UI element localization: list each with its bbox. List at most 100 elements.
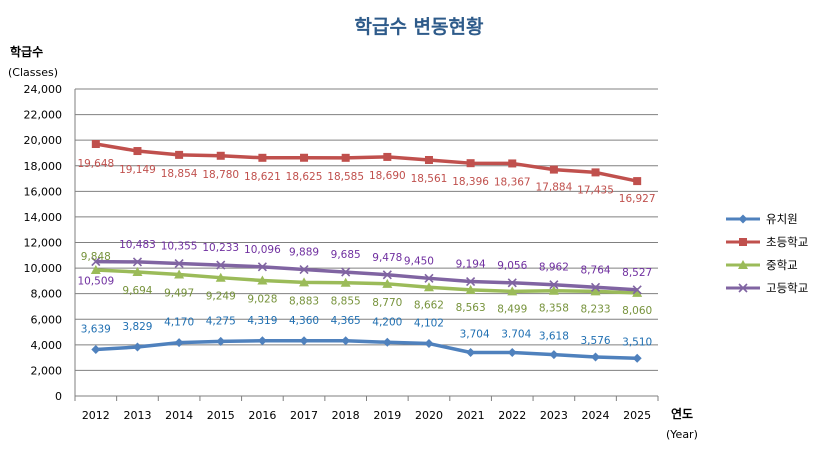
y-tick-label: 6,000 bbox=[31, 313, 63, 326]
kindergarten-data-label: 3,829 bbox=[122, 321, 152, 333]
high-school-point bbox=[174, 258, 184, 269]
middle-school-point bbox=[632, 287, 643, 297]
elementary-data-label: 18,396 bbox=[452, 176, 489, 188]
x-axis-unit: (Year) bbox=[666, 428, 698, 441]
high-school-point bbox=[91, 257, 101, 267]
middle-school-data-label: 9,694 bbox=[122, 285, 152, 297]
elementary-point bbox=[133, 147, 142, 156]
kindergarten-line bbox=[95, 339, 638, 361]
middle-school-point bbox=[132, 266, 143, 276]
y-axis-title: 학급수 bbox=[10, 44, 43, 59]
kindergarten-data-label: 3,618 bbox=[539, 331, 569, 343]
kindergarten-point bbox=[632, 353, 642, 363]
elementary-data-label: 18,621 bbox=[244, 171, 281, 183]
legend-label: 초등학교 bbox=[766, 235, 808, 249]
kindergarten-point bbox=[341, 336, 351, 346]
data-labels: 3,639 3,829 4,170 4,275 4,319 4,360 4,365 4,200… bbox=[77, 158, 655, 348]
kindergarten-point bbox=[132, 342, 142, 352]
x-tick-label: 2012 bbox=[82, 409, 110, 422]
legend-label: 고등학교 bbox=[766, 281, 808, 295]
y-tick-label: 0 bbox=[55, 390, 62, 403]
kindergarten-point bbox=[466, 348, 476, 358]
high-school-data-label: 10,483 bbox=[119, 239, 156, 251]
x-marker-stroke bbox=[382, 270, 392, 280]
y-tick-label: 22,000 bbox=[24, 109, 63, 122]
elementary-data-label: 18,585 bbox=[327, 171, 364, 183]
high-school-data-label: 9,478 bbox=[372, 252, 402, 264]
elementary-data-label: 17,435 bbox=[577, 184, 614, 196]
elementary-point bbox=[508, 159, 517, 168]
elementary-line bbox=[95, 142, 638, 183]
x-tick-label: 2022 bbox=[498, 409, 526, 422]
x-tick-label: 2016 bbox=[248, 409, 276, 422]
high-school-point bbox=[216, 260, 226, 270]
elementary-point bbox=[175, 150, 184, 159]
x-marker-stroke bbox=[549, 280, 559, 290]
y-tick-label: 14,000 bbox=[24, 211, 63, 224]
middle-school-data-label: 8,060 bbox=[622, 305, 652, 317]
y-tick-label: 8,000 bbox=[31, 288, 63, 301]
x-tick-label: 2019 bbox=[373, 409, 401, 422]
middle-school-point bbox=[423, 282, 434, 292]
middle-school-data-label: 9,848 bbox=[81, 251, 111, 263]
middle-school-data-label: 9,249 bbox=[206, 291, 236, 303]
legend-item-elementary: 초등학교 bbox=[726, 235, 808, 249]
x-tick-label: 2018 bbox=[332, 409, 360, 422]
high-school-line bbox=[95, 259, 638, 292]
kindergarten-point bbox=[507, 348, 517, 358]
legend-item-high-school: 고등학교 bbox=[726, 281, 808, 295]
elementary-data-label: 18,625 bbox=[286, 171, 323, 183]
x-marker-stroke bbox=[91, 257, 101, 267]
x-marker-stroke bbox=[424, 273, 434, 283]
kindergarten-point bbox=[299, 336, 309, 346]
x-tick-label: 2014 bbox=[165, 409, 193, 422]
elementary-data-label: 18,690 bbox=[369, 170, 406, 182]
high-school-point bbox=[382, 270, 392, 280]
high-school-data-label: 8,527 bbox=[622, 267, 652, 279]
high-school-point bbox=[132, 257, 143, 267]
middle-school-data-label: 8,883 bbox=[289, 295, 319, 307]
x-marker-stroke bbox=[174, 258, 184, 269]
y-tick-label: 10,000 bbox=[24, 262, 63, 275]
elementary-point bbox=[216, 151, 225, 160]
kindergarten-data-label: 4,275 bbox=[206, 315, 236, 327]
legend-kindergarten-point bbox=[738, 214, 748, 224]
x-tick-label: 2017 bbox=[290, 409, 318, 422]
high-school-data-label: 10,355 bbox=[161, 241, 198, 253]
series-group bbox=[90, 140, 643, 363]
legend-high-school-point bbox=[738, 283, 748, 293]
kindergarten-point bbox=[591, 352, 601, 362]
legend-label: 유치원 bbox=[766, 212, 798, 226]
middle-school-data-label: 9,497 bbox=[164, 288, 194, 300]
middle-school-point bbox=[507, 286, 518, 296]
high-school-data-label: 9,685 bbox=[331, 249, 361, 261]
y-tick-label: 16,000 bbox=[24, 185, 63, 198]
elementary-data-label: 18,561 bbox=[411, 173, 448, 185]
chart-title: 학급수 변동현황 bbox=[355, 15, 484, 38]
kindergarten-data-label: 4,102 bbox=[414, 318, 444, 330]
middle-school-point bbox=[382, 278, 393, 288]
high-school-data-label: 10,096 bbox=[244, 244, 281, 256]
kindergarten-data-label: 3,576 bbox=[581, 335, 611, 347]
elementary-point bbox=[258, 153, 267, 162]
x-marker-stroke bbox=[632, 285, 642, 295]
x-tick-label: 2023 bbox=[540, 409, 568, 422]
middle-school-data-label: 9,028 bbox=[247, 294, 277, 306]
high-school-data-label: 9,194 bbox=[456, 259, 486, 271]
high-school-point bbox=[299, 264, 309, 275]
y-axis-unit: (Classes) bbox=[8, 66, 58, 79]
high-school-point bbox=[549, 280, 559, 290]
high-school-point bbox=[341, 267, 351, 277]
legend-item-middle-school: 중학교 bbox=[726, 258, 798, 272]
high-school-data-label: 10,233 bbox=[202, 242, 239, 254]
kindergarten-point bbox=[91, 344, 101, 354]
high-school-point bbox=[424, 273, 434, 283]
x-tick-label: 2025 bbox=[623, 409, 651, 422]
x-tick-label: 2024 bbox=[582, 409, 610, 422]
x-marker-stroke bbox=[132, 257, 143, 267]
x-tick-label: 2015 bbox=[207, 409, 235, 422]
axes: 0 2,000 4,000 6,000 8,000 10,000 12,000 14,000 1… bbox=[24, 83, 659, 422]
high-school-data-label: 9,450 bbox=[404, 255, 434, 267]
